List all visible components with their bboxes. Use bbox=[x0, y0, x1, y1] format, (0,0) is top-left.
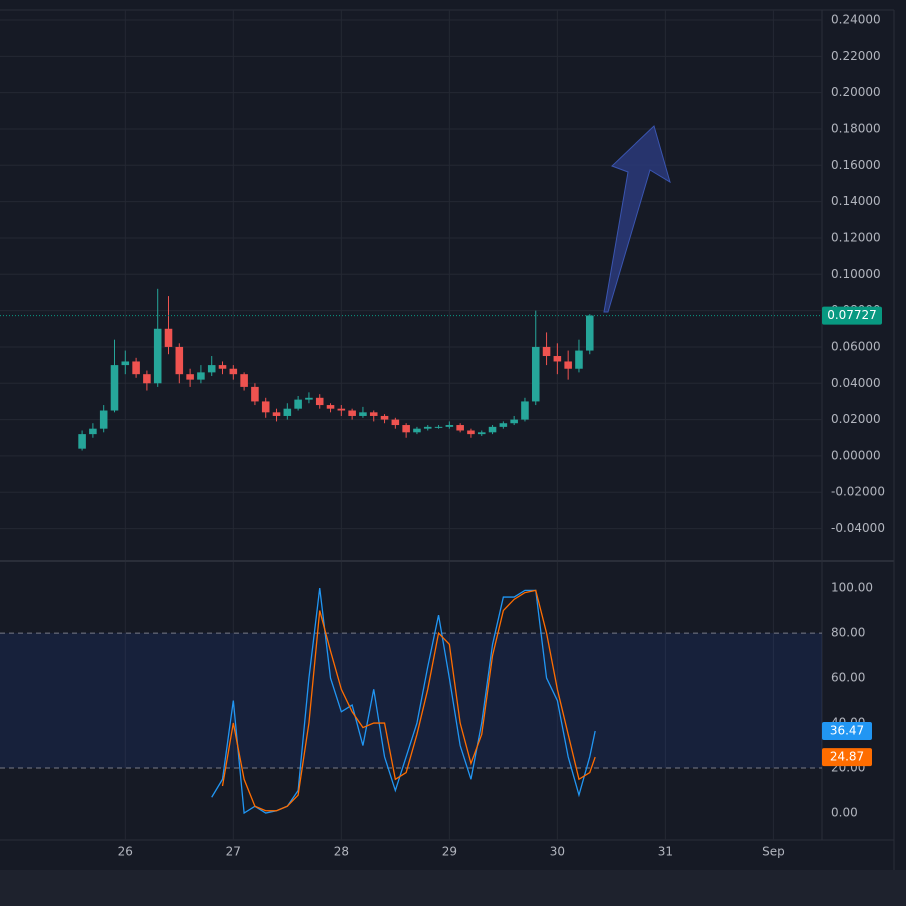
value-badge bbox=[822, 748, 872, 767]
candle-body bbox=[434, 426, 443, 428]
candle-body bbox=[585, 315, 594, 351]
candle-body bbox=[531, 346, 540, 402]
y-tick-label: 60.00 bbox=[831, 671, 865, 685]
candle-body bbox=[369, 412, 378, 416]
y-tick-label: 0.12000 bbox=[831, 230, 881, 244]
y-tick-label: 80.00 bbox=[831, 626, 865, 640]
y-tick-label: 0.14000 bbox=[831, 194, 881, 208]
candle-body bbox=[153, 328, 162, 384]
candle-body bbox=[197, 372, 205, 380]
y-tick-label: 0.02000 bbox=[831, 412, 881, 426]
y-tick-label: 0.04000 bbox=[831, 376, 881, 390]
candle-body bbox=[132, 361, 140, 375]
y-tick-label: 0.10000 bbox=[831, 267, 881, 281]
x-tick-label: 28 bbox=[334, 845, 349, 859]
candle-body bbox=[272, 412, 281, 416]
candle-body bbox=[510, 419, 518, 424]
candle-body bbox=[229, 368, 238, 375]
band-fill bbox=[0, 633, 822, 769]
candle-body bbox=[110, 365, 119, 411]
candle-body bbox=[251, 386, 259, 402]
candle-body bbox=[294, 399, 302, 409]
candle-body bbox=[143, 374, 151, 384]
last-price-badge bbox=[822, 306, 882, 325]
candle-body bbox=[391, 419, 400, 426]
last-price-label: 0.07727 bbox=[827, 308, 877, 322]
candle-body bbox=[521, 401, 529, 420]
x-tick-label: 26 bbox=[118, 845, 133, 859]
y-tick-label: 0.06000 bbox=[831, 339, 881, 353]
candle-body bbox=[456, 425, 464, 431]
candle-body bbox=[499, 423, 508, 427]
candle-body bbox=[218, 365, 227, 369]
indicator-line bbox=[221, 589, 596, 812]
y-tick-label: 0.00000 bbox=[831, 448, 881, 462]
candle-body bbox=[186, 374, 194, 380]
candle-body bbox=[542, 346, 551, 357]
candle-body bbox=[283, 408, 292, 416]
y-tick-label: 0.20000 bbox=[831, 85, 881, 99]
candle-body bbox=[359, 412, 367, 416]
candle-body bbox=[423, 426, 432, 429]
bottom-bar bbox=[0, 870, 906, 906]
y-tick-label: 0.18000 bbox=[831, 121, 881, 135]
candle-body bbox=[326, 405, 335, 409]
candle-body bbox=[315, 397, 324, 406]
y-tick-label: 0.22000 bbox=[831, 49, 881, 63]
y-tick-label: 0.00 bbox=[831, 806, 858, 820]
candle-body bbox=[99, 410, 108, 429]
value-badge-label: 36.47 bbox=[830, 723, 864, 737]
y-tick-label: 100.00 bbox=[831, 581, 873, 595]
candle-body bbox=[261, 401, 270, 413]
candle-body bbox=[89, 428, 97, 435]
value-badge-label: 24.87 bbox=[830, 750, 864, 764]
y-tick-label: -0.02000 bbox=[831, 485, 885, 499]
candle-body bbox=[467, 430, 475, 435]
x-tick-label: 31 bbox=[658, 845, 673, 859]
value-badge bbox=[822, 721, 872, 740]
x-tick-label: 29 bbox=[442, 845, 457, 859]
candle-body bbox=[380, 415, 389, 420]
candle-body bbox=[78, 434, 86, 449]
y-tick-label: 0.24000 bbox=[831, 12, 881, 26]
x-tick-label: Sep bbox=[762, 845, 785, 859]
x-tick-label: 27 bbox=[226, 845, 241, 859]
candle-body bbox=[164, 328, 173, 347]
candle-body bbox=[121, 361, 130, 366]
candle-body bbox=[413, 428, 421, 433]
candle-body bbox=[348, 410, 356, 416]
x-tick-label: 30 bbox=[550, 845, 565, 859]
y-tick-label: 0.16000 bbox=[831, 158, 881, 172]
candle-body bbox=[175, 346, 184, 375]
y-tick-label: -0.04000 bbox=[831, 521, 885, 535]
candle-body bbox=[240, 374, 248, 387]
candle-body bbox=[445, 425, 454, 427]
candle-body bbox=[575, 350, 583, 369]
candle-body bbox=[207, 365, 216, 373]
candle-body bbox=[337, 408, 346, 411]
candle-body bbox=[402, 425, 410, 433]
candle-body bbox=[305, 397, 313, 400]
candle-body bbox=[553, 356, 562, 362]
candle-body bbox=[477, 432, 486, 435]
candle-body bbox=[564, 361, 572, 369]
candle-body bbox=[488, 426, 497, 433]
arrow-annotation bbox=[603, 125, 671, 313]
